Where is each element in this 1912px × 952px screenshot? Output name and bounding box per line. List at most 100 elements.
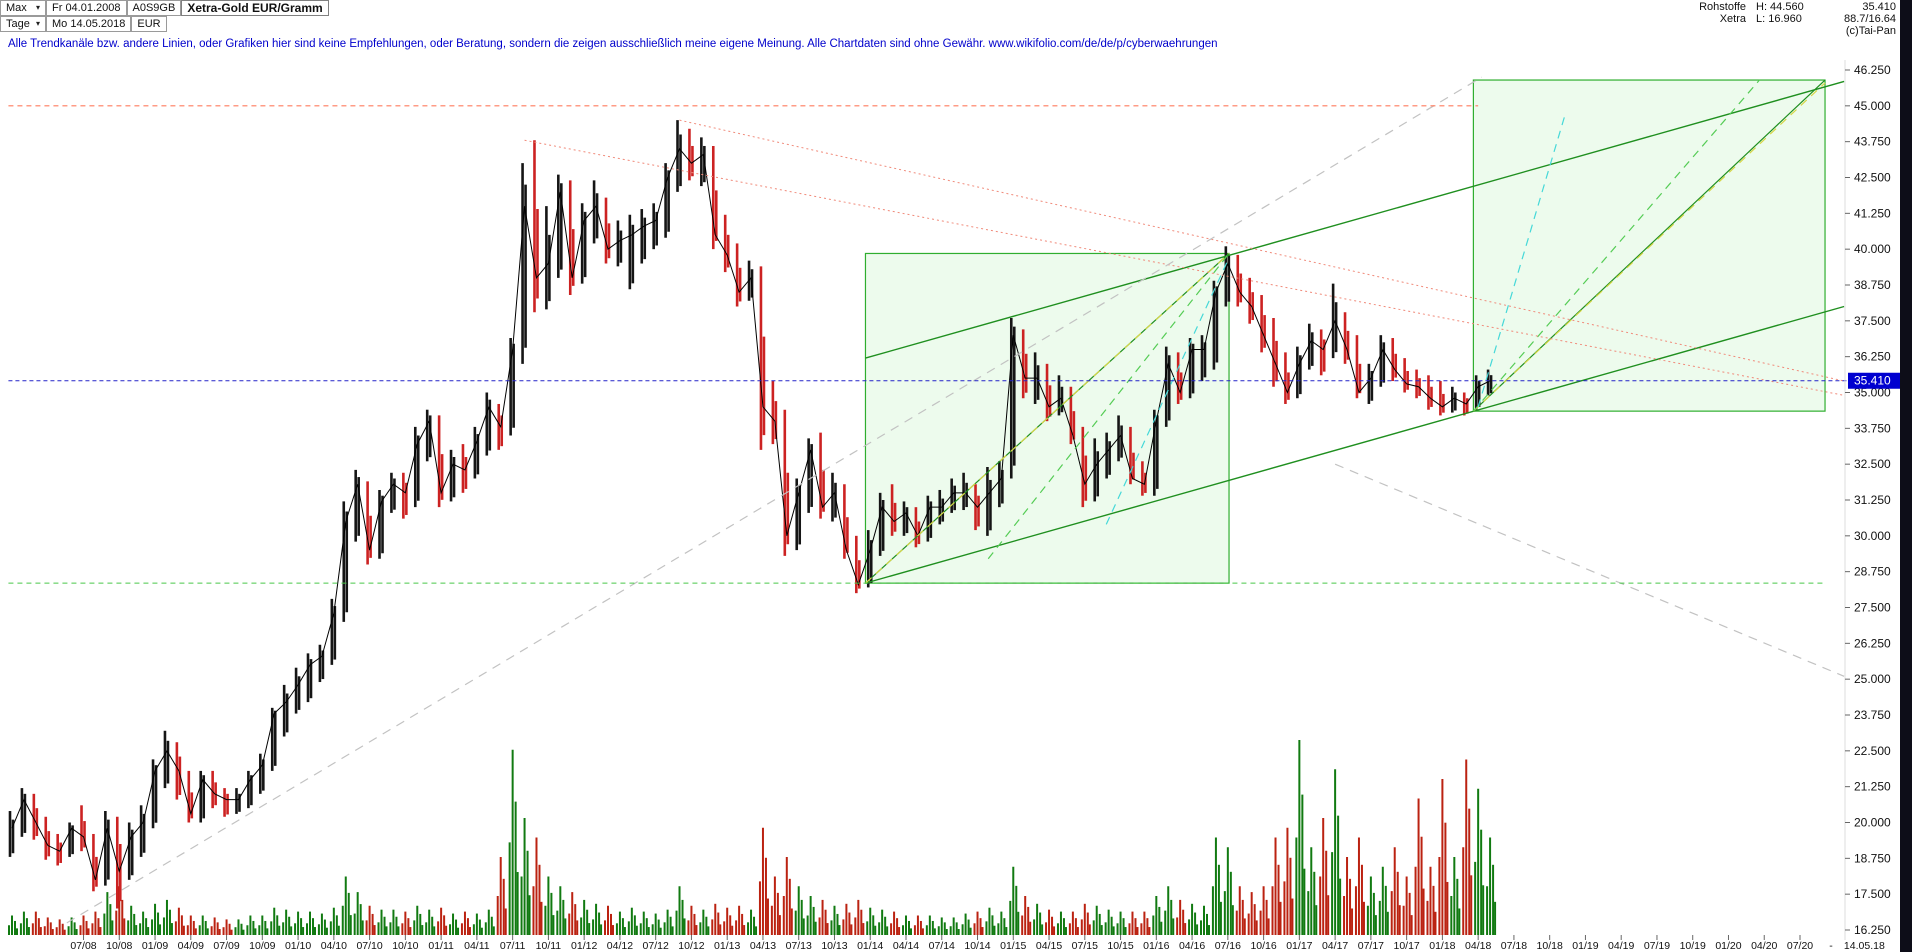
svg-text:10/11: 10/11 [536, 940, 562, 952]
svg-text:26.250: 26.250 [1854, 636, 1891, 650]
svg-text:04/19: 04/19 [1608, 940, 1634, 952]
session-high-label: H: 44.560 [1756, 1, 1804, 13]
svg-text:01/18: 01/18 [1429, 940, 1455, 952]
svg-text:10/09: 10/09 [249, 940, 275, 952]
session-low-label: L: 16.960 [1756, 13, 1802, 25]
category-label: Rohstoffe [1699, 1, 1746, 13]
svg-text:04/20: 04/20 [1751, 940, 1777, 952]
svg-text:04/12: 04/12 [607, 940, 633, 952]
exchange-label: Xetra [1719, 13, 1746, 25]
svg-text:42.500: 42.500 [1854, 171, 1891, 185]
svg-text:43.750: 43.750 [1854, 135, 1891, 149]
svg-text:40.000: 40.000 [1854, 242, 1891, 256]
svg-text:30.000: 30.000 [1854, 529, 1891, 543]
svg-text:35.410: 35.410 [1854, 374, 1891, 388]
svg-text:10/13: 10/13 [821, 940, 847, 952]
svg-text:04/16: 04/16 [1179, 940, 1205, 952]
svg-text:07/14: 07/14 [929, 940, 955, 952]
svg-text:20.000: 20.000 [1854, 816, 1891, 830]
svg-text:07/08: 07/08 [70, 940, 96, 952]
svg-text:23.750: 23.750 [1854, 708, 1891, 722]
svg-text:07/10: 07/10 [356, 940, 382, 952]
window-edge-strip [1900, 0, 1912, 952]
toolbar-row-2: Tage ▾ Mo 14.05.2018 EUR [0, 16, 167, 32]
svg-text:18.750: 18.750 [1854, 851, 1891, 865]
svg-text:04/15: 04/15 [1036, 940, 1062, 952]
last-price-header: 35.410 [1862, 1, 1896, 13]
svg-text:10/10: 10/10 [392, 940, 418, 952]
currency-label: EUR [131, 16, 167, 32]
svg-text:04/14: 04/14 [893, 940, 919, 952]
period-selector[interactable]: Tage ▾ [0, 16, 46, 32]
svg-text:01/20: 01/20 [1715, 940, 1741, 952]
svg-text:04/09: 04/09 [178, 940, 204, 952]
svg-text:32.500: 32.500 [1854, 457, 1891, 471]
wkn-label: A0S9GB [126, 0, 182, 16]
svg-text:14.05.18: 14.05.18 [1844, 940, 1885, 952]
svg-text:37.500: 37.500 [1854, 314, 1891, 328]
svg-text:07/11: 07/11 [500, 940, 526, 952]
svg-text:07/09: 07/09 [213, 940, 239, 952]
svg-text:38.750: 38.750 [1854, 278, 1891, 292]
svg-text:10/08: 10/08 [106, 940, 132, 952]
instrument-title: Xetra-Gold EUR/Gramm [181, 0, 329, 16]
wkn-value: A0S9GB [132, 2, 176, 14]
svg-text:41.250: 41.250 [1854, 206, 1891, 220]
svg-text:04/17: 04/17 [1322, 940, 1348, 952]
svg-text:07/20: 07/20 [1787, 940, 1813, 952]
svg-text:01/17: 01/17 [1286, 940, 1312, 952]
svg-text:27.500: 27.500 [1854, 601, 1891, 615]
chevron-down-icon: ▾ [35, 3, 40, 12]
svg-text:22.500: 22.500 [1854, 744, 1891, 758]
svg-text:10/15: 10/15 [1107, 940, 1133, 952]
svg-text:33.750: 33.750 [1854, 421, 1891, 435]
svg-text:10/17: 10/17 [1393, 940, 1419, 952]
svg-text:45.000: 45.000 [1854, 99, 1891, 113]
svg-text:01/16: 01/16 [1143, 940, 1169, 952]
start-date-field[interactable]: Fr 04.01.2008 [46, 0, 127, 16]
svg-text:10/16: 10/16 [1250, 940, 1276, 952]
svg-text:01/11: 01/11 [428, 940, 454, 952]
end-date-field[interactable]: Mo 14.05.2018 [46, 16, 132, 32]
svg-text:21.250: 21.250 [1854, 780, 1891, 794]
svg-text:01/15: 01/15 [1000, 940, 1026, 952]
svg-text:10/19: 10/19 [1680, 940, 1706, 952]
svg-text:10/18: 10/18 [1537, 940, 1563, 952]
svg-text:10/14: 10/14 [964, 940, 990, 952]
svg-text:04/11: 04/11 [464, 940, 490, 952]
svg-text:10/12: 10/12 [678, 940, 704, 952]
svg-text:01/19: 01/19 [1572, 940, 1598, 952]
quote-header: Rohstoffe H: 44.560 35.410 Xetra L: 16.9… [1699, 1, 1896, 37]
copyright-label: (c)Tai-Pan [1845, 25, 1896, 37]
svg-text:-: - [1829, 940, 1833, 952]
end-date-value: Mo 14.05.2018 [52, 18, 126, 30]
instrument-title-text: Xetra-Gold EUR/Gramm [187, 1, 323, 15]
svg-text:01/09: 01/09 [142, 940, 168, 952]
chevron-down-icon: ▾ [35, 19, 40, 28]
svg-text:16.250: 16.250 [1854, 923, 1891, 937]
range-selector[interactable]: Max ▾ [0, 0, 46, 16]
svg-text:01/14: 01/14 [857, 940, 883, 952]
toolbar-row-1: Max ▾ Fr 04.01.2008 A0S9GB Xetra-Gold EU… [0, 0, 329, 16]
svg-text:31.250: 31.250 [1854, 493, 1891, 507]
currency-value: EUR [137, 18, 161, 30]
svg-text:01/12: 01/12 [571, 940, 597, 952]
svg-text:07/12: 07/12 [643, 940, 669, 952]
svg-text:46.250: 46.250 [1854, 63, 1891, 77]
svg-text:28.750: 28.750 [1854, 565, 1891, 579]
svg-text:17.500: 17.500 [1854, 887, 1891, 901]
svg-text:36.250: 36.250 [1854, 350, 1891, 364]
svg-text:25.000: 25.000 [1854, 672, 1891, 686]
svg-text:04/10: 04/10 [321, 940, 347, 952]
svg-text:07/15: 07/15 [1072, 940, 1098, 952]
start-date-value: Fr 04.01.2008 [52, 2, 121, 14]
svg-text:01/13: 01/13 [714, 940, 740, 952]
svg-text:07/19: 07/19 [1644, 940, 1670, 952]
svg-text:07/13: 07/13 [786, 940, 812, 952]
disclaimer-text: Alle Trendkanäle bzw. andere Linien, ode… [8, 38, 1218, 50]
svg-text:35.000: 35.000 [1854, 386, 1891, 400]
svg-text:07/18: 07/18 [1501, 940, 1527, 952]
svg-text:01/10: 01/10 [285, 940, 311, 952]
